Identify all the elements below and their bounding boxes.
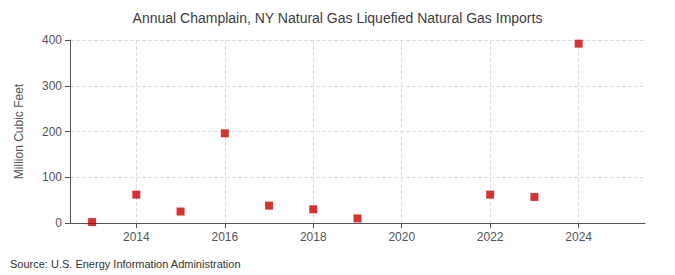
svg-text:Source: U.S. Energy Informatio: Source: U.S. Energy Information Administ… xyxy=(10,258,241,270)
svg-text:100: 100 xyxy=(42,170,62,184)
svg-text:200: 200 xyxy=(42,125,62,139)
svg-text:2020: 2020 xyxy=(388,230,415,244)
svg-text:2022: 2022 xyxy=(477,230,504,244)
svg-text:400: 400 xyxy=(42,33,62,47)
svg-text:0: 0 xyxy=(55,216,62,230)
svg-text:Annual Champlain, NY Natural G: Annual Champlain, NY Natural Gas Liquefi… xyxy=(133,10,543,26)
svg-text:300: 300 xyxy=(42,79,62,93)
svg-text:2014: 2014 xyxy=(123,230,150,244)
svg-text:2018: 2018 xyxy=(300,230,327,244)
svg-text:Million Cubic Feet: Million Cubic Feet xyxy=(12,83,26,179)
svg-text:2016: 2016 xyxy=(211,230,238,244)
svg-text:2024: 2024 xyxy=(565,230,592,244)
